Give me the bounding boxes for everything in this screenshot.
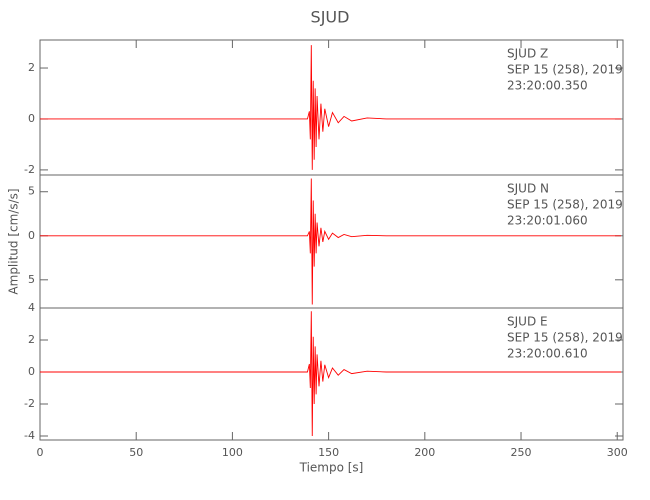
annotation: 23:20:01.060 — [507, 214, 588, 228]
trace — [40, 178, 622, 305]
annotation: 23:20:00.350 — [507, 79, 588, 93]
annotation: SEP 15 (258), 2019 — [507, 331, 623, 345]
trace — [40, 311, 622, 437]
annotation: SJUD Z — [507, 47, 548, 61]
y-tick-label: 0 — [28, 365, 35, 378]
y-tick-label: -2 — [24, 397, 35, 410]
panel-frame — [39, 307, 624, 441]
annotation: 23:20:00.610 — [507, 347, 588, 361]
annotation: SEP 15 (258), 2019 — [507, 63, 623, 77]
y-tick-label: 5 — [28, 273, 35, 286]
y-axis-label: Amplitud [cm/s/s] — [7, 188, 21, 294]
annotation: SJUD N — [507, 182, 549, 196]
x-tick-label: 50 — [129, 446, 143, 459]
x-tick-label: 150 — [318, 446, 339, 459]
y-tick-label: 4 — [28, 301, 35, 314]
annotation: SEP 15 (258), 2019 — [507, 198, 623, 212]
x-tick-label: 250 — [511, 446, 532, 459]
x-tick-label: 300 — [607, 446, 628, 459]
annotation: SJUD E — [507, 315, 548, 329]
y-tick-label: -2 — [24, 163, 35, 176]
trace — [40, 45, 622, 170]
y-tick-label: 0 — [28, 112, 35, 125]
x-tick-label: 200 — [414, 446, 435, 459]
y-tick-label: 2 — [28, 333, 35, 346]
x-tick-label: 100 — [222, 446, 243, 459]
chart-title: SJUD — [311, 8, 350, 27]
x-axis-label: Tiempo [s] — [299, 461, 364, 475]
y-tick-label: -4 — [24, 429, 35, 442]
y-tick-label: 5 — [28, 185, 35, 198]
x-tick-label: 0 — [37, 446, 44, 459]
y-tick-label: 0 — [28, 229, 35, 242]
y-tick-label: 2 — [28, 61, 35, 74]
